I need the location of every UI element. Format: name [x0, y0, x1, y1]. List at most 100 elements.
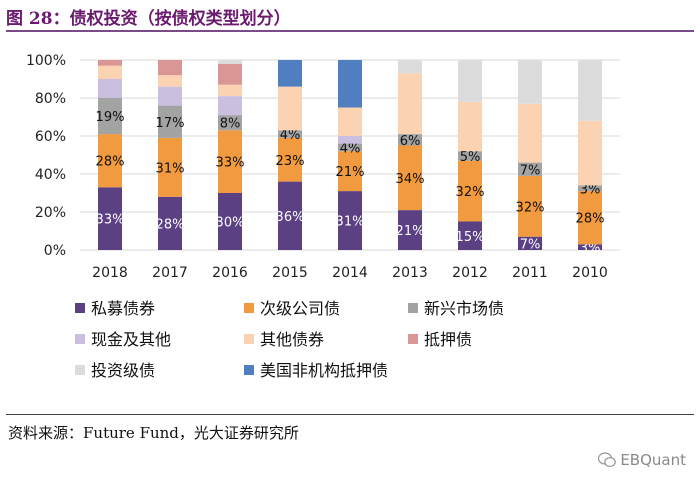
brand-label: EBQuant [620, 451, 686, 469]
legend-swatch [75, 365, 85, 375]
data-label: 6% [400, 134, 421, 149]
bar-segment [398, 60, 422, 74]
bar-segment [518, 162, 542, 176]
data-label: 7% [520, 163, 541, 178]
bar-segment [518, 60, 542, 104]
data-label: 4% [280, 128, 301, 143]
bar-segment [458, 160, 482, 222]
bar-segment [458, 101, 482, 152]
data-label: 7% [520, 237, 541, 252]
bar-segment [278, 86, 302, 131]
bar-segment [578, 191, 602, 245]
bar-segment [518, 236, 542, 250]
source-rule [6, 414, 694, 415]
data-label: 4% [340, 141, 361, 156]
bar-segment [218, 115, 242, 131]
bar-segment [518, 175, 542, 237]
bar-segment [218, 84, 242, 97]
bar-segment [158, 86, 182, 106]
legend-swatch [75, 303, 85, 313]
legend-label: 其他债券 [260, 330, 324, 349]
bar-segment [278, 130, 302, 138]
stacked-bar-chart: 0% 20% 40% 60% 80% 100% 33% 28% 19% 2018 28% 31% 17%… [26, 53, 620, 380]
bar-segment [338, 143, 362, 152]
bar-segment [98, 98, 122, 135]
bar-segment [458, 151, 482, 161]
data-label: 28% [156, 217, 185, 232]
bar-segment [578, 60, 602, 121]
data-label: 33% [216, 156, 245, 171]
legend-label: 新兴市场债 [424, 299, 504, 318]
legend-label: 投资级债 [91, 361, 155, 380]
bar-segment [218, 96, 242, 116]
x-tick-label: 2012 [452, 265, 488, 281]
legend-label: 次级公司债 [260, 299, 340, 318]
bar-segment [338, 191, 362, 250]
data-label: 8% [220, 117, 241, 132]
data-label: 3% [580, 182, 601, 197]
data-label: 30% [216, 216, 245, 231]
bar-segment [338, 136, 362, 144]
bar-segment [158, 196, 182, 250]
legend-swatch [244, 303, 254, 313]
legend-label: 美国非机构抵押债 [260, 361, 388, 380]
bar-segment [98, 187, 122, 250]
y-tick-label: 20% [35, 205, 66, 221]
bar-segment [398, 73, 422, 135]
legend-swatch [244, 334, 254, 344]
data-label: 32% [456, 185, 485, 200]
bar-segment [218, 130, 242, 193]
bar-segment [398, 145, 422, 211]
bar-segment [98, 79, 122, 98]
y-tick-label: 100% [26, 53, 66, 69]
bar-segment [158, 75, 182, 87]
bar-segment [278, 60, 302, 87]
bar-segment [98, 134, 122, 188]
legend-label: 私募债券 [91, 299, 155, 318]
x-tick-label: 2018 [92, 265, 128, 281]
brand-watermark: EBQuant [598, 451, 686, 469]
data-label: 5% [460, 150, 481, 165]
x-tick-label: 2014 [332, 265, 368, 281]
data-label: 21% [396, 224, 425, 239]
bar-segment [218, 63, 242, 85]
bar-segment [158, 105, 182, 138]
bar-segment [98, 60, 122, 66]
y-tick-label: 80% [35, 91, 66, 107]
y-tick-label: 40% [35, 167, 66, 183]
bar-segment [578, 120, 602, 186]
data-label: 28% [576, 212, 605, 227]
bar-segment [218, 193, 242, 250]
legend-label: 抵押债 [424, 330, 472, 349]
bar-segment [458, 221, 482, 250]
data-label: 32% [516, 200, 545, 215]
legend-swatch [244, 365, 254, 375]
y-tick-label: 60% [35, 129, 66, 145]
legend-swatch [408, 303, 418, 313]
x-tick-label: 2013 [392, 265, 428, 281]
data-label: 33% [96, 213, 125, 228]
bar-segment [398, 134, 422, 146]
data-label: 17% [156, 116, 185, 131]
data-label: 31% [156, 161, 185, 176]
x-tick-label: 2015 [272, 265, 308, 281]
bar-segment [518, 103, 542, 163]
title-rule [6, 30, 694, 32]
x-tick-label: 2017 [152, 265, 188, 281]
bar-segment [338, 60, 362, 108]
bar-segment [98, 65, 122, 79]
bar-segment [578, 244, 602, 250]
data-label: 34% [396, 172, 425, 187]
bar-segment [458, 60, 482, 102]
bar-segment [218, 60, 242, 64]
legend-swatch [408, 334, 418, 344]
x-tick-label: 2011 [512, 265, 548, 281]
legend-swatch [75, 334, 85, 344]
legend-label: 现金及其他 [91, 330, 171, 349]
data-label: 31% [336, 215, 365, 230]
bar-segment [338, 151, 362, 192]
data-label: 21% [336, 165, 365, 180]
bar-segment [338, 107, 362, 136]
x-tick-label: 2010 [572, 265, 608, 281]
data-label: 28% [96, 155, 125, 170]
